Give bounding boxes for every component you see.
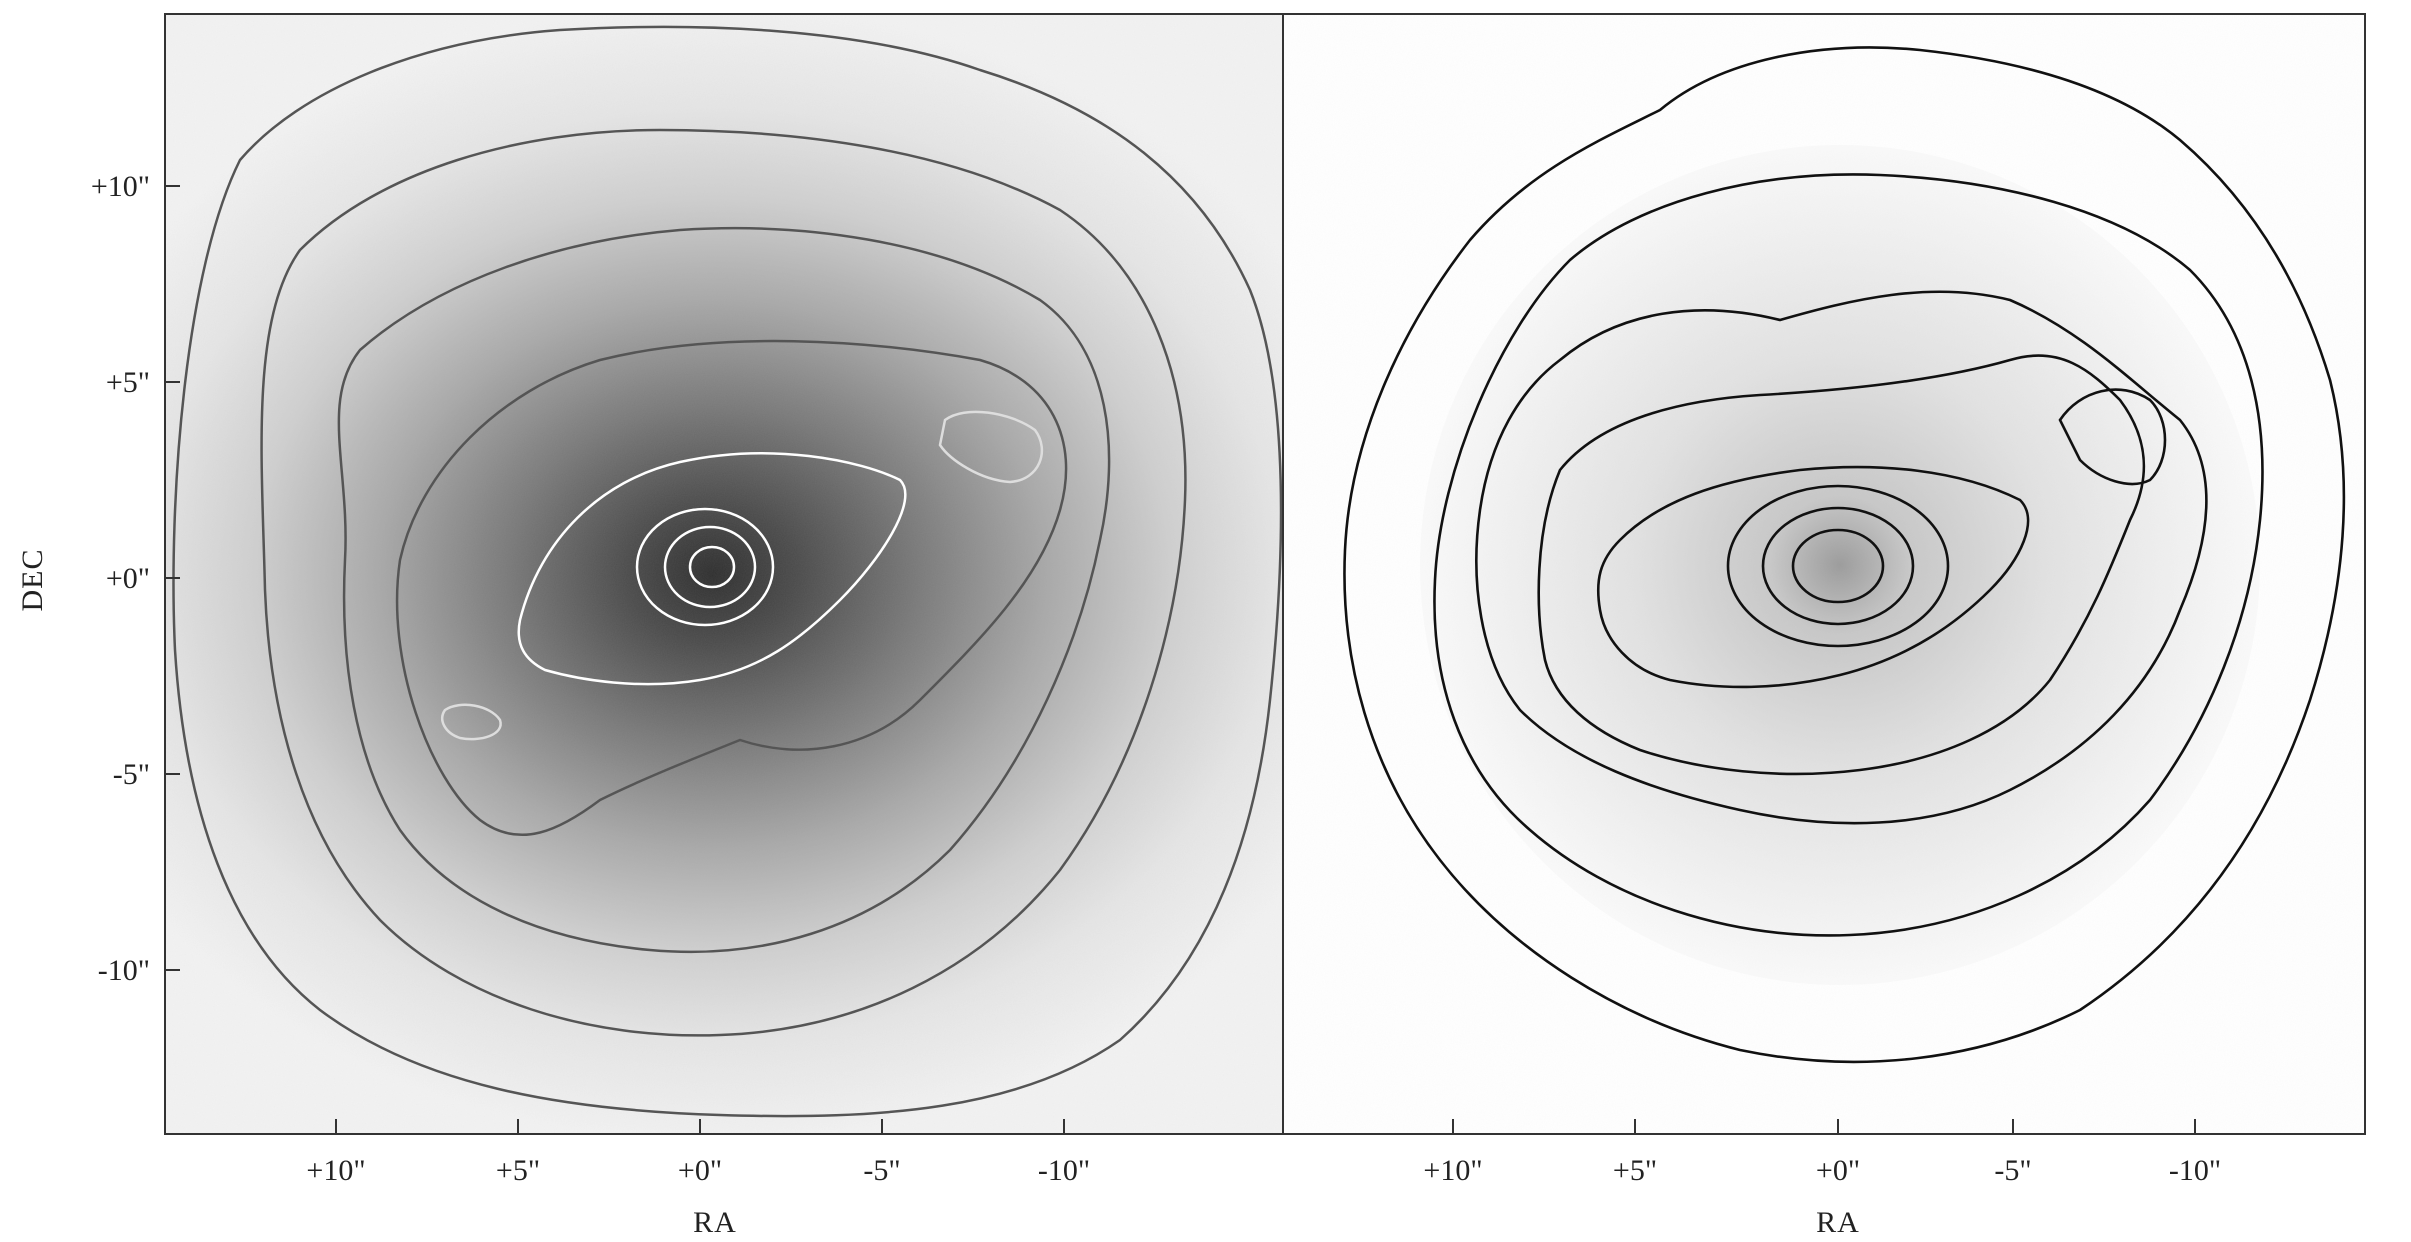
right-x-tick-label: +0"	[1816, 1154, 1860, 1187]
right-contour-2	[1433, 173, 2264, 937]
left-x-ticks	[335, 1119, 1065, 1134]
left-y-tick-label: +10"	[91, 170, 150, 203]
right-contour-4	[1537, 354, 2146, 776]
left-contour-2	[260, 128, 1187, 1037]
right-x-tick-label: -5"	[1994, 1154, 2031, 1187]
left-contour-inner-4	[688, 545, 736, 589]
right-contour-outer	[1343, 46, 2346, 1064]
left-contour-inner-1	[517, 452, 907, 686]
left-x-tick-label: +5"	[496, 1154, 540, 1187]
right-x-tick-label: -10"	[2169, 1154, 2221, 1187]
left-y-tick-label: +0"	[106, 562, 150, 595]
right-contour-8	[1791, 528, 1885, 604]
right-panel-frame	[1282, 13, 2366, 1135]
left-knot-contour	[938, 410, 1044, 484]
right-panel: +10" +5" +0" -5" -10" RA	[1282, 13, 2366, 1239]
left-panel: +10" +5" +0" -5" -10" +10" +5" +0" -5" -…	[16, 13, 1284, 1239]
left-contour-3	[337, 226, 1111, 954]
right-x-axis-title: RA	[1816, 1206, 1860, 1239]
right-contour-3	[1475, 290, 2208, 825]
left-contour-inner-3	[663, 525, 757, 609]
left-x-tick-label: -5"	[863, 1154, 900, 1187]
left-knot-contour-2	[441, 703, 502, 741]
right-contour-7	[1761, 506, 1915, 626]
right-x-tick-label: +5"	[1613, 1154, 1657, 1187]
left-contour-4	[395, 339, 1068, 836]
right-x-ticks	[1452, 1119, 2196, 1134]
left-y-tick-label: +5"	[106, 366, 150, 399]
left-y-ticks	[165, 185, 180, 971]
right-contour-6	[1726, 484, 1950, 648]
right-x-tick-label: +10"	[1423, 1154, 1482, 1187]
left-x-tick-label: -10"	[1038, 1154, 1090, 1187]
y-axis-title: DEC	[16, 549, 49, 612]
left-y-tick-label: -5"	[113, 758, 150, 791]
right-contour-5	[1596, 465, 2030, 689]
left-contour-inner-2	[635, 507, 775, 627]
left-contour-outer	[172, 25, 1283, 1118]
left-y-tick-label: -10"	[98, 954, 150, 987]
left-x-tick-label: +0"	[678, 1154, 722, 1187]
left-x-tick-label: +10"	[306, 1154, 365, 1187]
left-x-axis-title: RA	[693, 1206, 737, 1239]
right-arm-contour	[2058, 388, 2167, 486]
